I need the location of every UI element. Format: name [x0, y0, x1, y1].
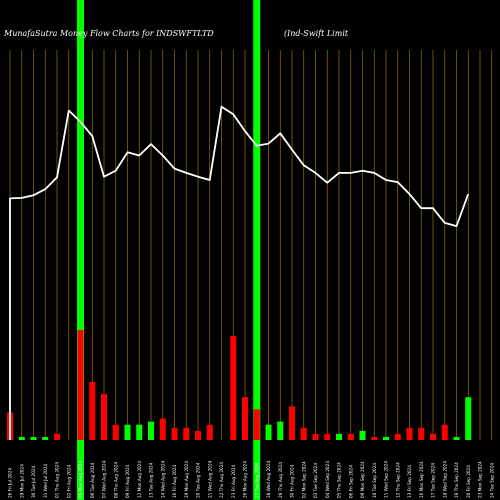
- volume-bar: [453, 436, 460, 440]
- date-label: 07 Wed Aug 2024: [102, 460, 107, 498]
- volume-bars: [7, 330, 472, 440]
- date-label: 26 Mon Aug 2024: [243, 461, 248, 498]
- date-label: 16 Mon Sep 2024: [419, 461, 424, 498]
- volume-bar: [77, 330, 84, 440]
- date-label: 09 Mon Sep 2024: [360, 461, 365, 498]
- volume-bar: [206, 424, 213, 440]
- volume-bar: [253, 409, 260, 440]
- highlight-column: [77, 0, 84, 500]
- chart-subtitle: (Ind-Swift Limit: [284, 29, 349, 38]
- volume-bar: [347, 433, 354, 440]
- date-label: 28 Wed Aug 2024: [266, 460, 271, 498]
- volume-bar: [430, 433, 436, 440]
- date-label: 23 Fri Aug 2024: [231, 465, 236, 498]
- price-line-group: [9, 105, 470, 440]
- volume-bar: [465, 397, 472, 440]
- volume-bar: [183, 427, 190, 440]
- price-line: [9, 105, 470, 440]
- volume-bar: [171, 427, 178, 440]
- date-label: 01 Thu Aug 2024: [55, 462, 60, 498]
- date-labels: 26 Fri Jul 2024 29 Mon Jul 2024 30 Tue Jul…: [8, 460, 495, 498]
- volume-bar: [418, 427, 425, 440]
- date-label: 12 Mon Aug 2024: [137, 461, 142, 498]
- date-label: 29 Thu Aug 2024: [278, 462, 283, 498]
- highlight-columns: [77, 0, 261, 500]
- volume-bar: [300, 427, 307, 440]
- volume-bar: [242, 397, 248, 440]
- date-label: 19 Mon Aug 2024: [184, 461, 189, 498]
- date-label: 30 Fri Aug 2024: [290, 465, 295, 498]
- highlight-column: [253, 0, 261, 500]
- volume-bar: [394, 433, 401, 440]
- volume-bar: [30, 436, 37, 440]
- volume-bar: [18, 436, 25, 440]
- volume-bar: [265, 424, 272, 440]
- date-label: 16 Fri Aug 2024: [172, 465, 177, 498]
- date-label: 12 Thu Sep 2024: [395, 462, 400, 498]
- volume-bar: [159, 418, 166, 440]
- volume-bar: [54, 433, 60, 440]
- date-label: 03 Tue Sep 2024: [313, 463, 318, 498]
- date-label: 02 Mon Sep 2024: [301, 461, 306, 498]
- chart-title: MunafaSutra Money Flow Charts for INDSWF…: [3, 29, 214, 38]
- volume-bar: [289, 406, 295, 440]
- date-label: 06 Fri Sep 2024: [348, 465, 353, 498]
- date-label: 20 Fri Sep 2024: [466, 465, 471, 498]
- date-label: 24 Tue Sep 2024: [489, 463, 494, 498]
- volume-bar: [383, 436, 389, 440]
- volume-bar: [148, 421, 154, 440]
- date-label: 31 Wed Jul 2024: [43, 464, 48, 498]
- volume-bar: [101, 394, 107, 440]
- date-label: 22 Thu Aug 2024: [219, 462, 224, 498]
- volume-bar: [441, 424, 448, 440]
- date-label: 29 Mon Jul 2024: [19, 464, 24, 498]
- volume-bar: [359, 430, 366, 440]
- volume-bar: [371, 436, 378, 440]
- volume-bar: [136, 424, 143, 440]
- date-label: 14 Wed Aug 2024: [160, 460, 165, 498]
- volume-bar: [42, 436, 49, 440]
- date-label: 08 Thu Aug 2024: [113, 462, 118, 498]
- date-label: 27 Tue Aug 2024: [254, 462, 259, 498]
- volume-bar: [195, 430, 201, 440]
- date-label: 23 Mon Sep 2024: [478, 461, 483, 498]
- date-label: 13 Fri Sep 2024: [407, 465, 412, 498]
- date-label: 09 Fri Aug 2024: [125, 465, 130, 498]
- date-label: 26 Fri Jul 2024: [8, 468, 13, 498]
- date-label: 30 Tue Jul 2024: [31, 465, 36, 498]
- date-label: 05 Mon Aug 2024: [78, 461, 83, 498]
- volume-bar: [124, 424, 131, 440]
- date-label: 06 Tue Aug 2024: [90, 462, 95, 498]
- date-label: 11 Wed Sep 2024: [384, 461, 389, 498]
- date-label: 20 Tue Aug 2024: [196, 462, 201, 498]
- date-label: 02 Fri Aug 2024: [66, 465, 71, 498]
- date-label: 19 Thu Sep 2024: [454, 462, 459, 498]
- volume-bar: [406, 427, 413, 440]
- date-label: 13 Tue Aug 2024: [149, 462, 154, 498]
- volume-bar: [324, 433, 331, 440]
- volume-bar: [277, 421, 284, 440]
- volume-bar: [230, 336, 237, 440]
- volume-bar: [312, 433, 319, 440]
- date-label: 17 Tue Sep 2024: [431, 463, 436, 498]
- date-label: 18 Wed Sep 2024: [442, 461, 447, 498]
- volume-bar: [336, 433, 342, 440]
- date-label: 10 Tue Sep 2024: [372, 463, 377, 498]
- date-label: 05 Thu Sep 2024: [337, 462, 342, 498]
- volume-bar: [89, 381, 96, 440]
- volume-bar: [112, 424, 119, 440]
- date-label: 04 Wed Sep 2024: [325, 461, 330, 498]
- date-label: 21 Wed Aug 2024: [207, 460, 212, 498]
